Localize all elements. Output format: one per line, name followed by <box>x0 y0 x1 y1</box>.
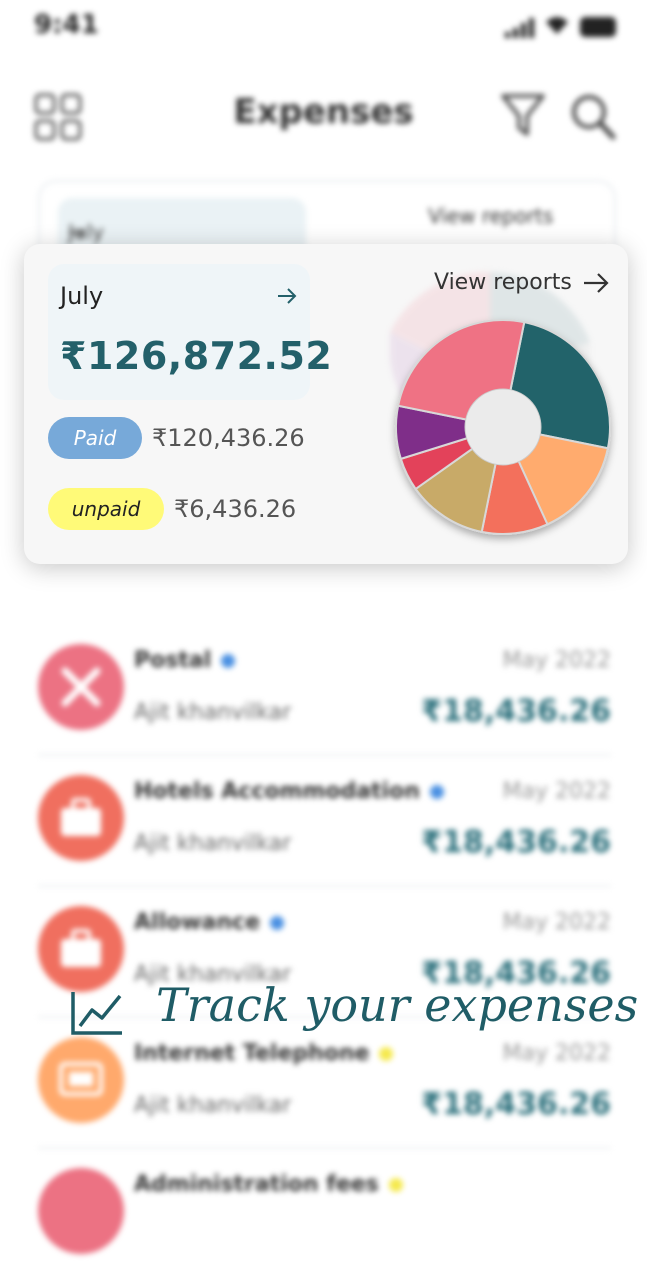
paid-amount: ₹120,436.26 <box>152 424 305 452</box>
list-item[interactable]: Internet Telephone Ajit khanvilkar May 2… <box>0 1023 647 1154</box>
month-label: July <box>60 282 104 310</box>
expense-amount: ₹18,436.26 <box>421 1087 611 1122</box>
battery-icon <box>580 17 616 37</box>
expense-amount: ₹18,436.26 <box>421 956 611 991</box>
expense-date: May 2022 <box>502 779 611 804</box>
view-reports-link[interactable]: View reports <box>434 270 572 295</box>
list-item[interactable]: Postal Ajit khanvilkar May 2022 ₹18,436.… <box>0 630 647 761</box>
expense-name: Internet Telephone <box>134 1041 394 1066</box>
list-item[interactable]: Hotels Accommodation Ajit khanvilkar May… <box>0 761 647 892</box>
background-view-reports: View reports <box>428 204 554 228</box>
expense-name: Postal <box>134 648 236 673</box>
status-dot <box>221 654 236 668</box>
expense-amount: ₹18,436.26 <box>421 825 611 860</box>
expense-person: Ajit khanvilkar <box>134 1093 292 1118</box>
unpaid-label: unpaid <box>71 497 141 521</box>
background-month-label: July <box>68 220 104 244</box>
expense-date: May 2022 <box>502 910 611 935</box>
tagline: Track your expenses <box>70 978 638 1042</box>
signal-icon <box>505 18 534 38</box>
expense-person: Ajit khanvilkar <box>134 962 292 987</box>
list-item[interactable]: Administration fees <box>0 1154 647 1285</box>
monitor-icon <box>59 1062 103 1096</box>
expense-person: Ajit khanvilkar <box>134 831 292 856</box>
divider <box>38 1147 611 1149</box>
arrow-right-icon: → <box>68 220 85 244</box>
month-total-amount: ₹126,872.52 <box>60 334 333 378</box>
category-avatar <box>38 906 124 992</box>
expense-person: Ajit khanvilkar <box>134 700 292 725</box>
category-avatar <box>38 1037 124 1123</box>
filter-icon[interactable] <box>500 92 546 140</box>
list-item[interactable]: Allowance Ajit khanvilkar May 2022 ₹18,4… <box>0 892 647 1023</box>
briefcase-icon <box>61 929 101 967</box>
category-avatar <box>38 1168 124 1254</box>
divider <box>38 885 611 887</box>
briefcase-icon <box>61 798 101 836</box>
expense-name: Hotels Accommodation <box>134 779 444 804</box>
category-avatar <box>38 775 124 861</box>
tagline-text: Track your expenses <box>156 978 639 1032</box>
grid-menu-icon[interactable] <box>34 93 82 141</box>
paid-badge[interactable]: Paid <box>48 417 142 459</box>
status-bar: 9:41 <box>0 0 647 60</box>
arrow-right-icon[interactable] <box>582 271 610 295</box>
expense-date: May 2022 <box>502 1041 611 1066</box>
tools-icon <box>61 667 101 707</box>
status-dot <box>270 916 285 930</box>
donut-hole <box>464 388 542 466</box>
search-icon[interactable] <box>570 92 616 140</box>
unpaid-amount: ₹6,436.26 <box>174 495 297 523</box>
expense-amount: ₹18,436.26 <box>421 694 611 729</box>
status-dot <box>388 1178 403 1192</box>
expense-name: Allowance <box>134 910 285 935</box>
wifi-icon <box>546 17 568 34</box>
arrow-right-icon <box>278 288 297 304</box>
line-chart-icon <box>71 992 122 1035</box>
expense-donut-chart <box>395 319 611 535</box>
divider <box>38 754 611 756</box>
status-dot <box>429 785 444 799</box>
paid-label: Paid <box>73 426 117 450</box>
category-avatar <box>38 644 124 730</box>
divider <box>38 1016 611 1018</box>
expense-date: May 2022 <box>502 648 611 673</box>
summary-card: July ₹126,872.52 Paid ₹120,436.26 unpaid… <box>24 244 628 564</box>
status-time: 9:41 <box>34 10 99 40</box>
unpaid-badge[interactable]: unpaid <box>48 488 164 530</box>
page-title: Expenses <box>233 92 414 132</box>
status-dot <box>379 1047 394 1061</box>
month-selector[interactable]: July ₹126,872.52 <box>48 264 332 400</box>
expense-name: Administration fees <box>134 1172 403 1197</box>
